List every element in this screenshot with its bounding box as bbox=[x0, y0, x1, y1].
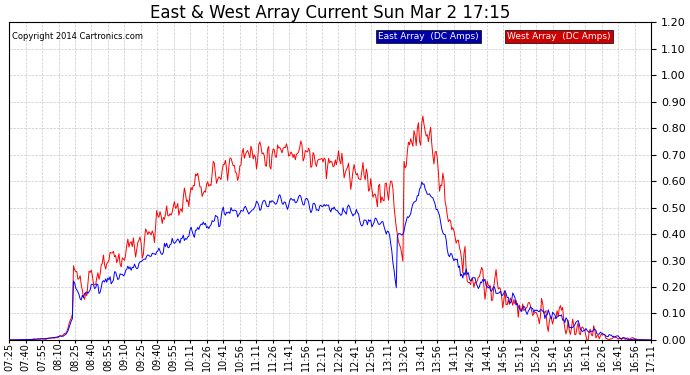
Text: East Array  (DC Amps): East Array (DC Amps) bbox=[378, 32, 479, 41]
Title: East & West Array Current Sun Mar 2 17:15: East & West Array Current Sun Mar 2 17:1… bbox=[150, 4, 511, 22]
Text: West Array  (DC Amps): West Array (DC Amps) bbox=[507, 32, 611, 41]
Text: Copyright 2014 Cartronics.com: Copyright 2014 Cartronics.com bbox=[12, 32, 144, 41]
